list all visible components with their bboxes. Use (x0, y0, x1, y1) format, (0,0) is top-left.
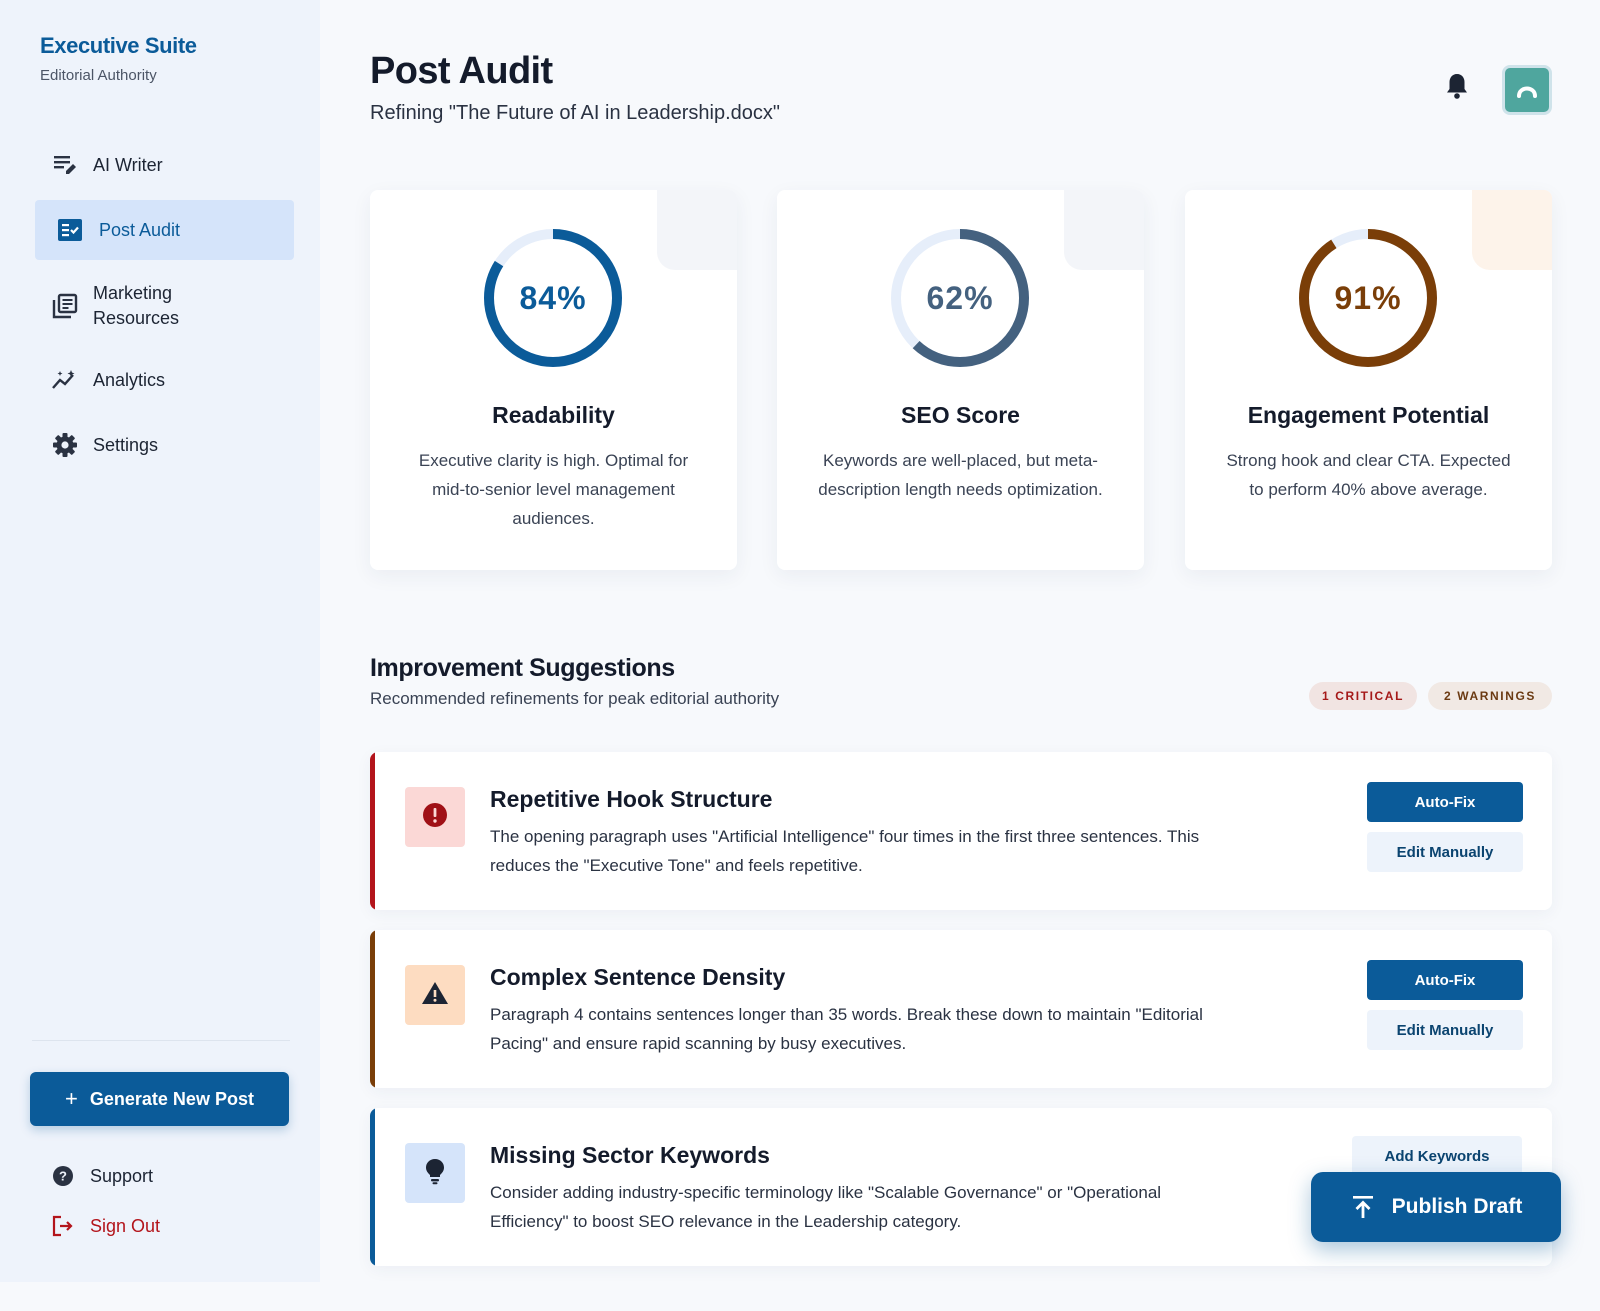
sign-out-link[interactable]: Sign Out (52, 1215, 160, 1237)
suggestions-subtitle: Recommended refinements for peak editori… (370, 689, 780, 708)
sidebar-item-label: Settings (93, 434, 159, 455)
suggestion-title: Repetitive Hook Structure (490, 786, 773, 812)
critical-badge: 1 CRITICAL (1309, 682, 1417, 710)
sidebar: Executive Suite Editorial Authority AI W… (0, 0, 320, 1282)
card-corner-accent (657, 190, 737, 270)
support-link[interactable]: ? Support (52, 1165, 153, 1187)
fact-check-icon (55, 215, 85, 245)
sidebar-item-label: Marketing Resources (93, 283, 180, 328)
suggestion-description: Paragraph 4 contains sentences longer th… (490, 1005, 1203, 1053)
engagement-description: Strong hook and clear CTA. Expected to p… (1226, 451, 1511, 499)
brand-title: Executive Suite (40, 33, 197, 58)
lightbulb-icon (424, 1157, 446, 1190)
score-card-engagement: 91% Engagement Potential Strong hook and… (1185, 190, 1552, 570)
edit-note-icon (50, 150, 80, 180)
sidebar-divider (32, 1040, 290, 1041)
engagement-ring-chart (1299, 229, 1437, 367)
plus-icon: + (65, 1086, 78, 1111)
avatar[interactable] (1502, 65, 1552, 115)
notifications-bell-icon[interactable] (1444, 72, 1470, 100)
severity-bar (370, 930, 375, 1088)
readability-value: 84% (519, 279, 587, 316)
ring-progress-arc (891, 229, 1029, 367)
seo-description: Keywords are well-placed, but meta-descr… (818, 451, 1103, 499)
readability-ring-chart (484, 229, 622, 367)
suggestion-description: Consider adding industry-specific termin… (490, 1183, 1162, 1231)
sign-out-label: Sign Out (90, 1215, 161, 1236)
error-icon (422, 802, 448, 833)
suggestion-card-complex-sentence: Complex Sentence Density Paragraph 4 con… (370, 930, 1552, 1088)
sidebar-item-label: Analytics (93, 369, 166, 390)
sidebar-item-post-audit[interactable]: Post Audit (35, 200, 294, 260)
publish-draft-label: Publish Draft (1391, 1195, 1523, 1218)
page-subtitle: Refining "The Future of AI in Leadership… (370, 102, 780, 124)
seo-title: SEO Score (901, 402, 1020, 428)
readability-title: Readability (492, 402, 615, 428)
suggestion-card-repetitive-hook: Repetitive Hook Structure The opening pa… (370, 752, 1552, 910)
ring-progress-arc (484, 229, 622, 367)
analytics-icon (50, 365, 80, 395)
brand-subtitle: Editorial Authority (40, 67, 157, 84)
logout-icon (52, 1215, 74, 1237)
svg-text:?: ? (59, 1169, 67, 1184)
support-label: Support (90, 1165, 154, 1186)
gear-icon (50, 430, 80, 460)
severity-bar (370, 752, 375, 910)
ring-progress-arc (1299, 229, 1437, 367)
generate-new-post-button[interactable]: + Generate New Post (30, 1072, 289, 1126)
seo-value: 62% (926, 279, 994, 316)
upload-icon (1350, 1194, 1376, 1220)
generate-new-post-label: Generate New Post (89, 1088, 254, 1109)
auto-fix-button[interactable]: Auto-Fix (1367, 782, 1523, 822)
engagement-title: Engagement Potential (1247, 402, 1490, 428)
warnings-badge: 2 WARNINGS (1428, 682, 1552, 710)
page-title: Post Audit (370, 50, 553, 92)
suggestion-icon-box (405, 1143, 465, 1203)
sidebar-item-marketing-resources[interactable]: Marketing Resources (35, 280, 294, 332)
seo-ring-chart (891, 229, 1029, 367)
help-icon: ? (52, 1165, 74, 1187)
suggestion-title: Missing Sector Keywords (490, 1142, 770, 1168)
sidebar-item-analytics[interactable]: Analytics (35, 365, 294, 395)
engagement-value: 91% (1334, 279, 1402, 316)
readability-description: Executive clarity is high. Optimal for m… (418, 451, 689, 528)
severity-bar (370, 1108, 375, 1266)
sidebar-item-settings[interactable]: Settings (35, 430, 294, 460)
library-books-icon (50, 291, 80, 321)
sidebar-item-label: AI Writer (93, 154, 163, 175)
card-corner-accent (1472, 190, 1552, 270)
warning-icon (421, 980, 449, 1011)
card-corner-accent (1064, 190, 1144, 270)
edit-manually-button[interactable]: Edit Manually (1367, 1010, 1523, 1050)
add-keywords-button[interactable]: Add Keywords (1352, 1136, 1522, 1176)
suggestion-icon-box (405, 787, 465, 847)
suggestion-title: Complex Sentence Density (490, 964, 786, 990)
score-card-seo: 62% SEO Score Keywords are well-placed, … (777, 190, 1144, 570)
suggestion-description: The opening paragraph uses "Artificial I… (490, 827, 1200, 875)
suggestions-title: Improvement Suggestions (370, 654, 675, 682)
score-card-readability: 84% Readability Executive clarity is hig… (370, 190, 737, 570)
sidebar-item-ai-writer[interactable]: AI Writer (35, 150, 294, 180)
auto-fix-button[interactable]: Auto-Fix (1367, 960, 1523, 1000)
edit-manually-button[interactable]: Edit Manually (1367, 832, 1523, 872)
publish-draft-button[interactable]: Publish Draft (1311, 1172, 1561, 1242)
suggestion-icon-box (405, 965, 465, 1025)
sidebar-item-label: Post Audit (99, 219, 181, 240)
